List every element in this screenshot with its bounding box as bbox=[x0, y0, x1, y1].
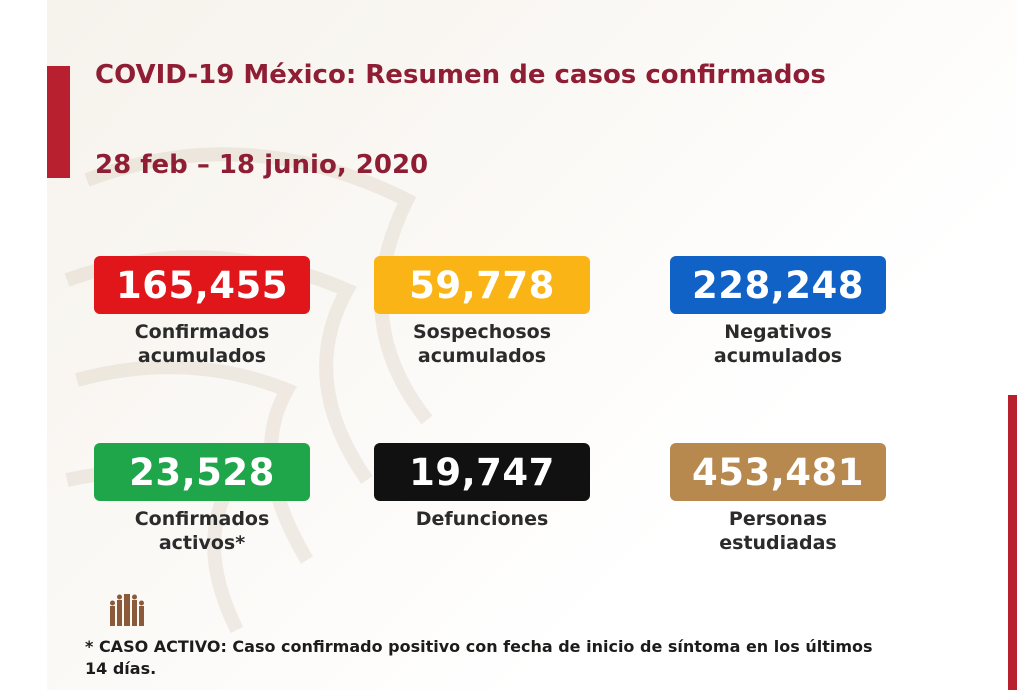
stat-value-box: 19,747 bbox=[374, 443, 590, 501]
stat-label-line2: activos* bbox=[158, 532, 246, 554]
stat-value-box: 23,528 bbox=[94, 443, 310, 501]
footnote: * CASO ACTIVO: Caso confirmado positivo … bbox=[85, 637, 873, 678]
stat-value-box: 165,455 bbox=[94, 256, 310, 314]
stat-label-line1: Defunciones bbox=[415, 508, 549, 530]
eagle-watermark-icon bbox=[64, 147, 433, 634]
accent-bar bbox=[47, 66, 70, 178]
stat-label-line1: Personas bbox=[728, 508, 828, 530]
right-accent-bar bbox=[1008, 395, 1017, 690]
page-title: COVID-19 México: Resumen de casos confir… bbox=[95, 60, 826, 90]
gobierno-logo-icon bbox=[110, 594, 144, 626]
stat-label-line1: Sospechosos bbox=[412, 321, 552, 343]
stat-negativos-acumulados: 228,248 Negativos acumulados bbox=[670, 256, 886, 368]
stat-label-line1: Negativos bbox=[724, 321, 832, 343]
stat-label: Defunciones bbox=[416, 507, 549, 531]
stat-personas-estudiadas: 453,481 Personas estudiadas bbox=[670, 443, 886, 555]
date-range: 28 feb – 18 junio, 2020 bbox=[95, 150, 429, 180]
stat-label-line2: estudiadas bbox=[719, 532, 837, 554]
stat-confirmados-acumulados: 165,455 Confirmados acumulados bbox=[94, 256, 310, 368]
stat-label-line1: Confirmados bbox=[134, 508, 270, 530]
stat-label: Personas estudiadas bbox=[719, 507, 836, 555]
stat-value-box: 228,248 bbox=[670, 256, 886, 314]
stat-confirmados-activos: 23,528 Confirmados activos* bbox=[94, 443, 310, 555]
stat-label: Negativos acumulados bbox=[714, 320, 842, 368]
stat-label-line2: acumulados bbox=[137, 345, 267, 367]
stat-label-line2: acumulados bbox=[417, 345, 547, 367]
stat-label: Confirmados activos* bbox=[135, 507, 270, 555]
stat-defunciones: 19,747 Defunciones bbox=[374, 443, 590, 531]
stat-label: Sospechosos acumulados bbox=[413, 320, 551, 368]
stat-label-line1: Confirmados bbox=[134, 321, 270, 343]
stat-sospechosos-acumulados: 59,778 Sospechosos acumulados bbox=[374, 256, 590, 368]
stat-value-box: 453,481 bbox=[670, 443, 886, 501]
stat-label-line2: acumulados bbox=[713, 345, 843, 367]
stat-value-box: 59,778 bbox=[374, 256, 590, 314]
stat-label: Confirmados acumulados bbox=[135, 320, 270, 368]
